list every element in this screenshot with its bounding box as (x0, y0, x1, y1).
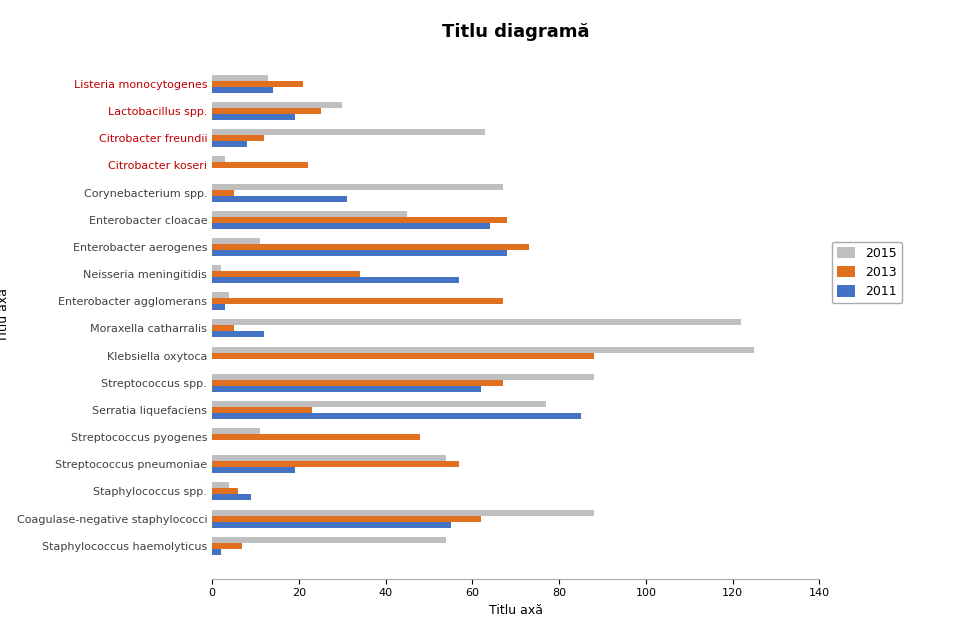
Bar (212, 238, 260, 244)
Bar (212, 537, 446, 543)
Bar (212, 413, 580, 419)
Bar (212, 108, 320, 114)
Bar (212, 156, 226, 162)
Bar (212, 543, 243, 549)
Bar (212, 102, 342, 108)
Bar (212, 483, 229, 488)
Bar (212, 326, 234, 331)
Bar (212, 277, 459, 283)
Bar (212, 217, 507, 223)
Bar (212, 135, 264, 141)
Bar (212, 522, 450, 528)
Bar (212, 407, 312, 413)
Bar (212, 244, 528, 250)
Legend: 2015, 2013, 2011: 2015, 2013, 2011 (832, 242, 902, 303)
Bar (212, 509, 594, 516)
Bar (212, 434, 420, 440)
Bar (212, 184, 503, 190)
Bar (212, 549, 221, 555)
Bar (212, 75, 268, 81)
Bar (212, 129, 485, 135)
Bar (212, 304, 226, 310)
Bar (212, 81, 303, 87)
Bar (212, 162, 308, 169)
Bar (212, 190, 234, 195)
Bar (212, 211, 407, 217)
Bar (212, 331, 264, 337)
Bar (212, 374, 594, 380)
Bar (212, 293, 229, 298)
Bar (212, 223, 490, 229)
Bar (212, 386, 481, 392)
Bar (212, 271, 360, 277)
Bar (212, 428, 260, 434)
Bar (212, 461, 459, 467)
Bar (212, 347, 754, 352)
X-axis label: Titlu axă: Titlu axă (489, 604, 543, 617)
Bar (212, 401, 546, 407)
Bar (212, 141, 247, 147)
Bar (212, 516, 481, 522)
Bar (212, 195, 347, 202)
Bar (212, 488, 238, 494)
Bar (212, 298, 503, 304)
Bar (212, 114, 295, 120)
Bar (212, 352, 594, 359)
Bar (212, 87, 273, 93)
Bar (212, 494, 251, 501)
Title: Titlu diagramă: Titlu diagramă (442, 23, 590, 41)
Y-axis label: Titlu axă: Titlu axă (0, 288, 10, 342)
Bar (212, 380, 503, 386)
Bar (212, 319, 741, 326)
Bar (212, 250, 507, 256)
Bar (212, 455, 446, 461)
Bar (212, 467, 295, 473)
Bar (212, 265, 221, 271)
